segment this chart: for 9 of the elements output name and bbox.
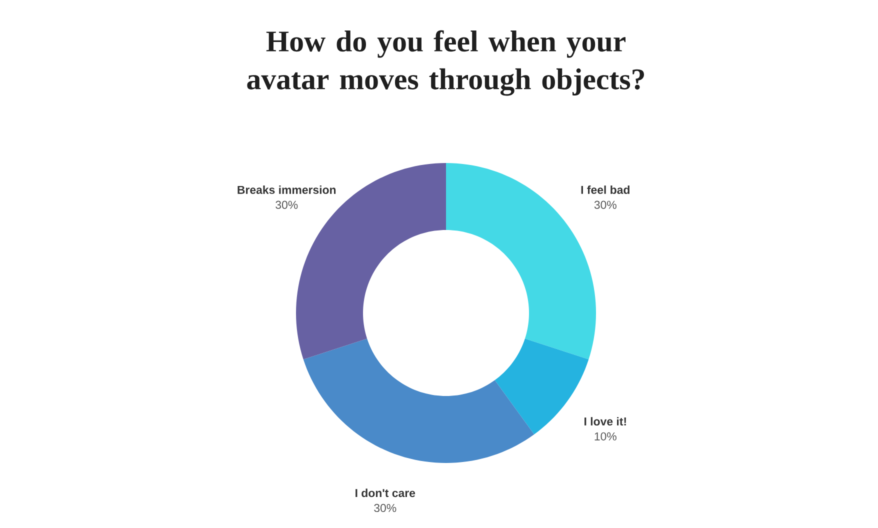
slice-label: I don't care	[356, 488, 416, 498]
slice-label: I feel bad	[581, 186, 630, 194]
data-label: 10%	[594, 432, 616, 440]
slice-label: Breaks immersion	[238, 186, 336, 194]
data-label: 30%	[276, 200, 298, 209]
chart-title: How do you feel when your avatar moves through objects?	[247, 30, 644, 96]
data-label: 30%	[374, 504, 396, 512]
data-label: 30%	[594, 200, 616, 209]
slice-label: I love it!	[584, 417, 626, 426]
